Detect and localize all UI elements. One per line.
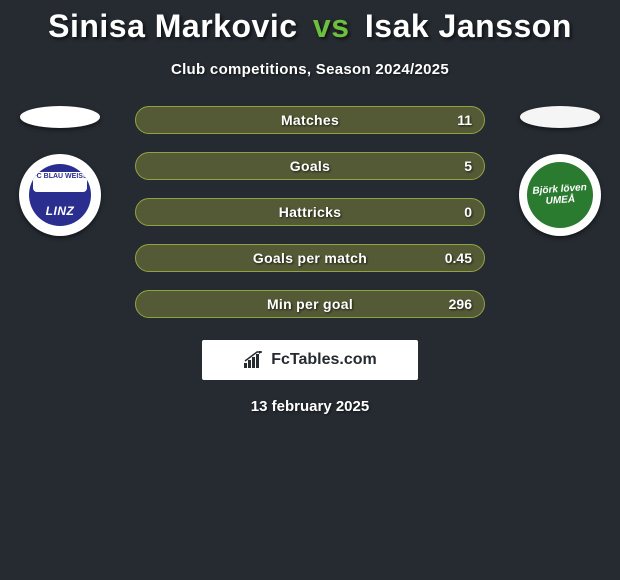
stat-bar-matches: Matches 11 — [135, 106, 485, 134]
brand-text: FcTables.com — [271, 351, 377, 369]
stat-bar-goals-per-match: Goals per match 0.45 — [135, 244, 485, 272]
bar-chart-icon — [243, 351, 265, 369]
stats-column: Matches 11 Goals 5 Hattricks 0 Goals per… — [135, 106, 485, 318]
club-left-top-text: FC BLAU WEISS — [29, 173, 91, 181]
stat-value-right: 5 — [464, 158, 472, 174]
stat-label: Min per goal — [267, 296, 353, 312]
stat-label: Goals — [290, 158, 330, 174]
player2-name: Isak Jansson — [365, 8, 572, 44]
left-side-col: FC BLAU WEISS — [10, 106, 110, 236]
body-row: FC BLAU WEISS Matches 11 Goals 5 Hattric… — [0, 106, 620, 318]
comparison-card: Sinisa Markovic vs Isak Jansson Club com… — [0, 0, 620, 415]
right-side-col: Björk löven UMEÅ — [510, 106, 610, 236]
page-title: Sinisa Markovic vs Isak Jansson — [0, 8, 620, 45]
club-right-text: Björk löven UMEÅ — [526, 182, 593, 209]
stat-label: Hattricks — [279, 204, 342, 220]
club-badge-left-inner: FC BLAU WEISS — [29, 164, 91, 226]
brand-footer[interactable]: FcTables.com — [202, 340, 418, 380]
subtitle: Club competitions, Season 2024/2025 — [0, 61, 620, 78]
club-badge-right: Björk löven UMEÅ — [519, 154, 601, 236]
stat-bar-min-per-goal: Min per goal 296 — [135, 290, 485, 318]
stat-value-right: 0 — [464, 204, 472, 220]
stat-label: Matches — [281, 112, 339, 128]
club-badge-right-inner: Björk löven UMEÅ — [527, 162, 593, 228]
stat-value-right: 0.45 — [445, 250, 472, 266]
club-badge-left: FC BLAU WEISS — [19, 154, 101, 236]
stat-label: Goals per match — [253, 250, 367, 266]
flag-left — [20, 106, 100, 128]
date-text: 13 february 2025 — [0, 398, 620, 415]
stat-value-right: 11 — [457, 112, 472, 128]
stat-bar-hattricks: Hattricks 0 — [135, 198, 485, 226]
vs-separator: vs — [313, 8, 350, 44]
player1-name: Sinisa Markovic — [48, 8, 297, 44]
stat-bar-goals: Goals 5 — [135, 152, 485, 180]
stat-value-right: 296 — [449, 296, 472, 312]
flag-right — [520, 106, 600, 128]
